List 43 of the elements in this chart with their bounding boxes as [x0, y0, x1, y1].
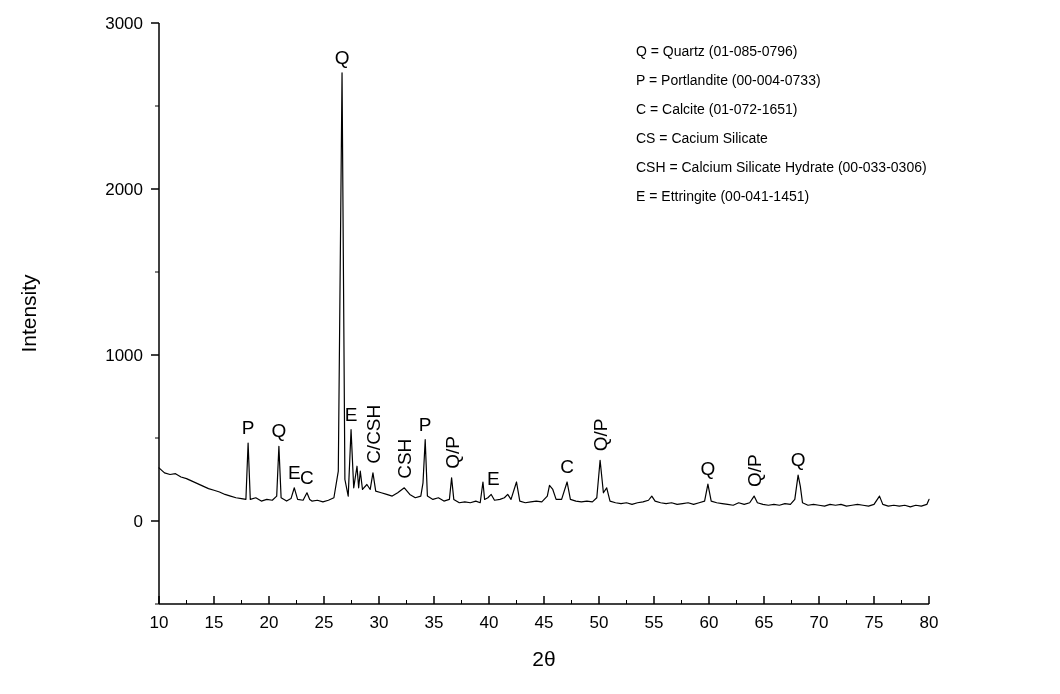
x-tick-label: 30	[369, 613, 389, 632]
x-tick-label: 60	[699, 613, 719, 632]
annotation: CS = Cacium Silicate	[636, 130, 769, 146]
y-tick-label: 0	[133, 512, 143, 531]
annotation: C	[560, 455, 574, 477]
annotation: Q/P	[441, 436, 463, 469]
annotation: C = Calcite (01-072-1651)	[636, 101, 798, 117]
annotation: P = Portlandite (00-004-0733)	[636, 72, 821, 88]
y-tick-label: 3000	[105, 14, 143, 33]
annotation: E	[344, 403, 358, 425]
annotation: P	[418, 413, 432, 435]
annotation: E = Ettringite (00-041-1451)	[636, 188, 810, 204]
y-axis-title: Intensity	[17, 273, 40, 353]
x-tick-label: 70	[809, 613, 829, 632]
annotation: P	[241, 416, 255, 438]
annotation: Q	[790, 449, 806, 471]
y-tick-label: 1000	[105, 346, 143, 365]
annotation: Q	[334, 46, 350, 68]
x-tick-label: 20	[259, 613, 279, 632]
y-tick-label: 2000	[105, 180, 143, 199]
annotation: CSH = Calcium Silicate Hydrate (00-033-0306)	[636, 159, 927, 175]
annotation: Q	[700, 458, 716, 480]
x-tick-label: 35	[424, 613, 444, 632]
annotation: E	[287, 461, 301, 483]
x-tick-label: 75	[864, 613, 884, 632]
x-tick-label: 15	[204, 613, 224, 632]
annotation: Q	[271, 420, 287, 442]
x-tick-label: 80	[919, 613, 939, 632]
x-tick-label: 45	[534, 613, 554, 632]
x-tick-label: 50	[589, 613, 609, 632]
annotation: Q = Quartz (01-085-0796)	[636, 43, 798, 59]
x-tick-label: 25	[314, 613, 334, 632]
annotation: Q/P	[590, 418, 612, 452]
x-tick-label: 65	[754, 613, 774, 632]
x-tick-label: 55	[644, 613, 664, 632]
x-axis-title: 2θ	[532, 647, 556, 670]
annotation: C/CSH	[362, 404, 384, 464]
annotation: C	[300, 466, 314, 488]
x-tick-label: 10	[149, 613, 169, 632]
annotation: CSH	[394, 438, 416, 479]
annotation: Q/P	[744, 454, 766, 488]
annotation: E	[487, 468, 500, 490]
x-tick-label: 40	[479, 613, 499, 632]
